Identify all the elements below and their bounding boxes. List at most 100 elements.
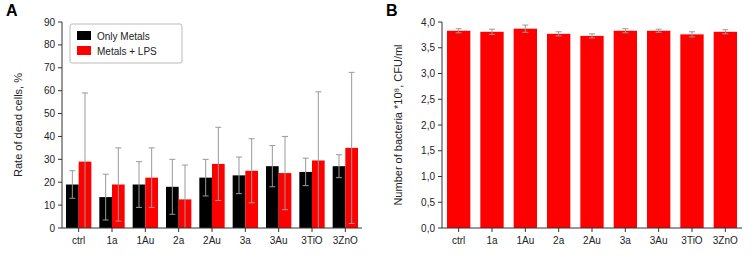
- x-tick: [145, 228, 146, 232]
- error-bar: [269, 146, 275, 187]
- y-tick: [58, 205, 62, 206]
- error-bar: [315, 92, 321, 228]
- legend-swatch: [77, 31, 91, 40]
- error-bar: [456, 29, 462, 33]
- x-tick: [278, 228, 279, 232]
- bar: [514, 29, 537, 228]
- error-bar: [215, 127, 221, 200]
- x-tick-label: 1Au: [136, 235, 154, 246]
- error-bar: [656, 29, 662, 32]
- y-tick-label: 1,5: [421, 145, 435, 156]
- bar: [647, 31, 670, 228]
- y-tick: [58, 136, 62, 137]
- y-tick: [58, 159, 62, 160]
- x-tick-label: 1Au: [516, 235, 534, 246]
- x-tick-label: 2a: [173, 235, 185, 246]
- panel-label: B: [386, 2, 398, 19]
- error-bar: [336, 155, 342, 178]
- x-tick: [178, 228, 179, 232]
- x-tick: [78, 228, 79, 232]
- error-bar: [522, 25, 528, 32]
- error-bar: [236, 157, 242, 194]
- panel: 0102030405060708090ctrl1a1Au2a2Au3a3Au3T…: [6, 2, 362, 246]
- x-tick: [492, 228, 493, 232]
- x-tick: [558, 228, 559, 232]
- bar: [447, 31, 470, 228]
- y-tick: [438, 22, 442, 23]
- y-tick: [438, 202, 442, 203]
- y-tick: [438, 125, 442, 126]
- x-tick: [592, 228, 593, 232]
- y-tick: [438, 176, 442, 177]
- y-tick-label: 0: [49, 223, 55, 234]
- x-tick-label: 3Au: [270, 235, 288, 246]
- error-bar: [622, 29, 628, 33]
- x-tick: [345, 228, 346, 232]
- y-tick: [58, 182, 62, 183]
- x-tick: [725, 228, 726, 232]
- y-tick: [58, 228, 62, 229]
- y-tick: [438, 47, 442, 48]
- y-tick-label: 20: [44, 177, 56, 188]
- x-tick: [312, 228, 313, 232]
- bar: [480, 32, 503, 228]
- panel-label: A: [6, 2, 18, 19]
- y-tick-label: 2,5: [421, 94, 435, 105]
- error-bar: [303, 158, 309, 185]
- bar: [714, 32, 737, 228]
- y-tick-label: 2,0: [421, 120, 435, 131]
- y-tick-label: 4,0: [421, 17, 435, 28]
- bar: [614, 31, 637, 228]
- error-bar: [249, 139, 255, 203]
- y-tick-label: 3,0: [421, 68, 435, 79]
- y-tick: [58, 67, 62, 68]
- y-tick: [438, 150, 442, 151]
- y-tick-label: 10: [44, 200, 56, 211]
- y-tick-label: 60: [44, 85, 56, 96]
- x-tick-label: 3Au: [650, 235, 668, 246]
- y-tick-label: 80: [44, 39, 56, 50]
- x-tick-label: 2a: [553, 235, 565, 246]
- x-tick: [245, 228, 246, 232]
- x-tick: [692, 228, 693, 232]
- error-bar: [203, 159, 209, 196]
- bar: [547, 34, 570, 228]
- legend-label: Metals + LPS: [97, 46, 157, 57]
- error-bar: [489, 29, 495, 34]
- y-tick-label: 0,5: [421, 197, 435, 208]
- error-bar: [149, 148, 155, 208]
- y-tick: [438, 228, 442, 229]
- error-bar: [722, 30, 728, 34]
- y-tick: [438, 73, 442, 74]
- error-bar: [589, 34, 595, 38]
- plot-area: [447, 25, 737, 228]
- y-tick: [58, 90, 62, 91]
- x-tick-label: 1a: [486, 235, 498, 246]
- legend-label: Only Metals: [97, 31, 150, 42]
- x-tick: [212, 228, 213, 232]
- y-tick-label: 1,0: [421, 171, 435, 182]
- error-bar: [103, 174, 109, 220]
- panel: 0,00,51,01,52,02,53,03,54,0ctrl1a1Au2a2A…: [386, 2, 742, 246]
- y-axis-label: Rate of dead cells, %: [12, 73, 24, 177]
- y-tick-label: 70: [44, 62, 56, 73]
- y-tick-label: 90: [44, 17, 56, 28]
- y-tick: [58, 44, 62, 45]
- error-bar: [282, 136, 288, 209]
- x-tick-label: 3ZnO: [333, 235, 358, 246]
- y-tick: [438, 99, 442, 100]
- x-tick-label: 3TiO: [681, 235, 703, 246]
- x-tick: [658, 228, 659, 232]
- legend-box: [70, 24, 182, 63]
- x-tick-label: 3TiO: [301, 235, 323, 246]
- x-tick-label: 1a: [106, 235, 118, 246]
- x-tick-label: 2Au: [203, 235, 221, 246]
- x-tick-label: 3a: [620, 235, 632, 246]
- figure: 0102030405060708090ctrl1a1Au2a2Au3a3Au3T…: [0, 0, 753, 269]
- y-tick-label: 0,0: [421, 223, 435, 234]
- y-tick-label: 50: [44, 108, 56, 119]
- y-tick: [58, 113, 62, 114]
- y-axis-label: Number of bacteria *10⁸, CFU/ml: [392, 44, 404, 205]
- x-tick-label: 3a: [240, 235, 252, 246]
- y-tick-label: 3,5: [421, 42, 435, 53]
